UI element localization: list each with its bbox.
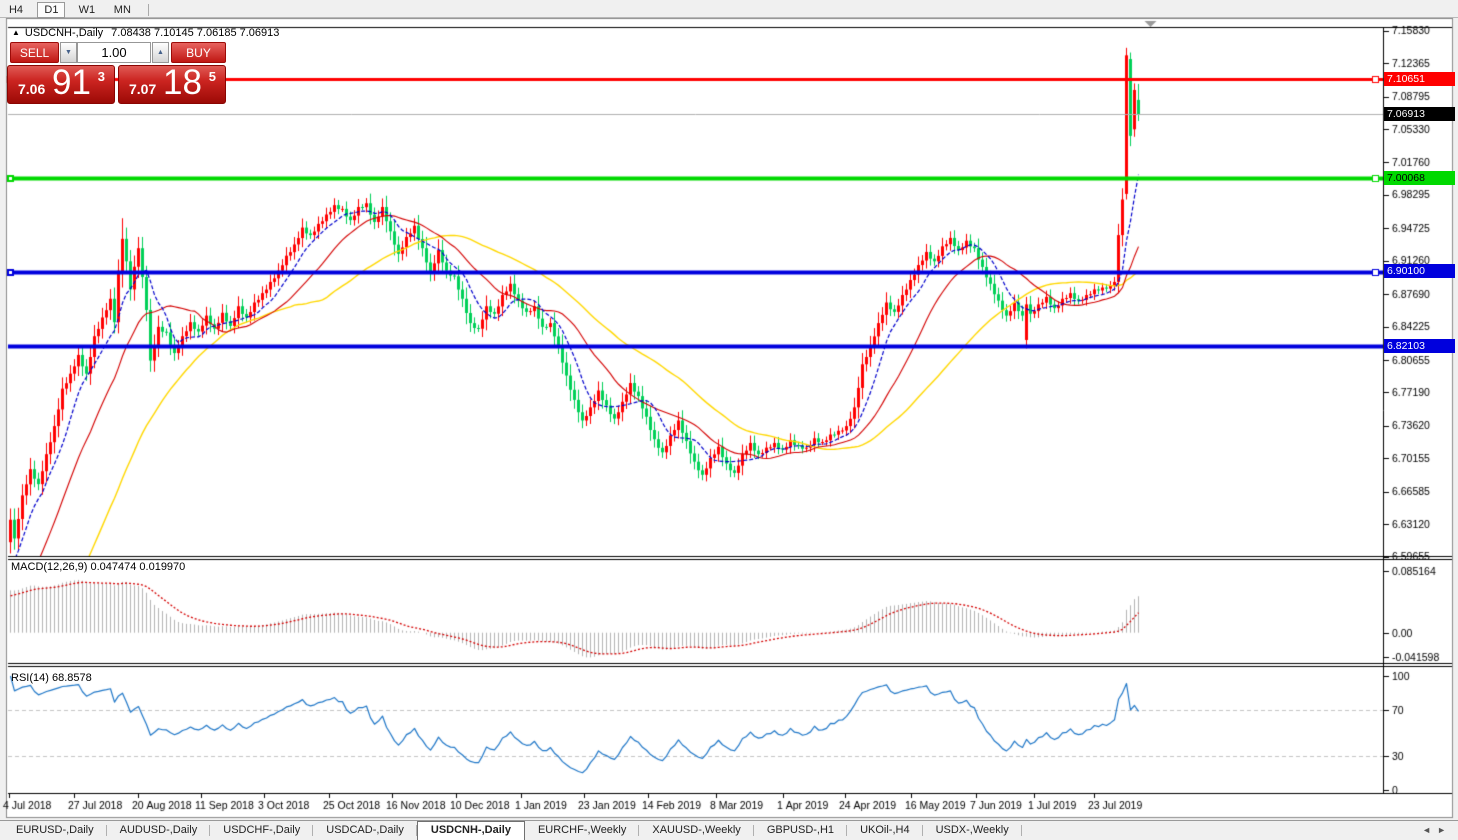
sell-price-main: 91 xyxy=(52,63,91,102)
volume-increase-button[interactable]: ▲ xyxy=(152,42,169,63)
sell-price-button[interactable]: 7.06 91 3 xyxy=(7,63,115,104)
collapse-panel-icon[interactable]: ▲ xyxy=(12,28,20,37)
ohlc-values: 7.08438 7.10145 7.06185 7.06913 xyxy=(111,27,280,39)
tab-usdcad-daily[interactable]: USDCAD-,Daily xyxy=(313,821,417,840)
tab-usdchf-daily[interactable]: USDCHF-,Daily xyxy=(210,821,314,840)
chart-header: ▲ USDCNH-,Daily 7.08438 7.10145 7.06185 7.… xyxy=(12,27,279,39)
tab-eurchf-weekly[interactable]: EURCHF-,Weekly xyxy=(525,821,640,840)
volume-input[interactable] xyxy=(77,42,151,63)
buy-price-prefix: 7.07 xyxy=(129,81,157,97)
timeframe-d1-button[interactable]: D1 xyxy=(37,2,66,18)
tab-eurusd-daily[interactable]: EURUSD-,Daily xyxy=(3,821,107,840)
volume-decrease-button[interactable]: ▼ xyxy=(60,42,77,63)
buy-price-main: 18 xyxy=(163,63,202,102)
sell-price-prefix: 7.06 xyxy=(18,81,46,97)
resistance-line-price-badge: 7.10651 xyxy=(1384,72,1455,86)
psychological-line-price-badge: 7.00068 xyxy=(1384,171,1455,185)
tab-usdcnh-daily[interactable]: USDCNH-,Daily xyxy=(416,821,525,840)
chart-tab-bar: EURUSD-,Daily AUDUSD-,Daily USDCHF-,Dail… xyxy=(0,820,1458,840)
timeframe-toolbar: H4 D1 W1 MN xyxy=(0,0,1458,18)
tab-xauusd-weekly[interactable]: XAUUSD-,Weekly xyxy=(639,821,755,840)
tab-gbpusd-h1[interactable]: GBPUSD-,H1 xyxy=(754,821,848,840)
buy-price-button[interactable]: 7.07 18 5 xyxy=(118,63,226,104)
macd-indicator-label: MACD(12,26,9) 0.047474 0.019970 xyxy=(11,561,186,573)
rsi-indicator-label: RSI(14) 68.8578 xyxy=(11,672,92,684)
sell-price-pip: 3 xyxy=(97,69,105,84)
tab-scroll-right-icon[interactable]: ► xyxy=(1437,825,1452,835)
support-line-1-price-badge: 6.90100 xyxy=(1384,264,1455,278)
tab-usdx-weekly[interactable]: USDX-,Weekly xyxy=(923,821,1022,840)
support-line-2-price-badge: 6.82103 xyxy=(1384,339,1455,353)
tab-ukoil-h4[interactable]: UKOil-,H4 xyxy=(847,821,923,840)
tab-scroll-arrows[interactable]: ◄► xyxy=(1422,825,1452,835)
toolbar-separator xyxy=(147,3,149,16)
timeframe-w1-button[interactable]: W1 xyxy=(78,4,96,16)
tab-audusd-daily[interactable]: AUDUSD-,Daily xyxy=(107,821,211,840)
tab-scroll-left-icon[interactable]: ◄ xyxy=(1422,825,1438,835)
symbol-period-label: USDCNH-,Daily xyxy=(24,27,104,39)
timeframe-h4-button[interactable]: H4 xyxy=(8,4,24,16)
bid-price-badge: 7.06913 xyxy=(1384,107,1455,121)
timeframe-mn-button[interactable]: MN xyxy=(113,4,131,16)
buy-button[interactable]: BUY xyxy=(171,42,226,63)
buy-price-pip: 5 xyxy=(208,69,216,84)
sell-button[interactable]: SELL xyxy=(10,42,59,63)
